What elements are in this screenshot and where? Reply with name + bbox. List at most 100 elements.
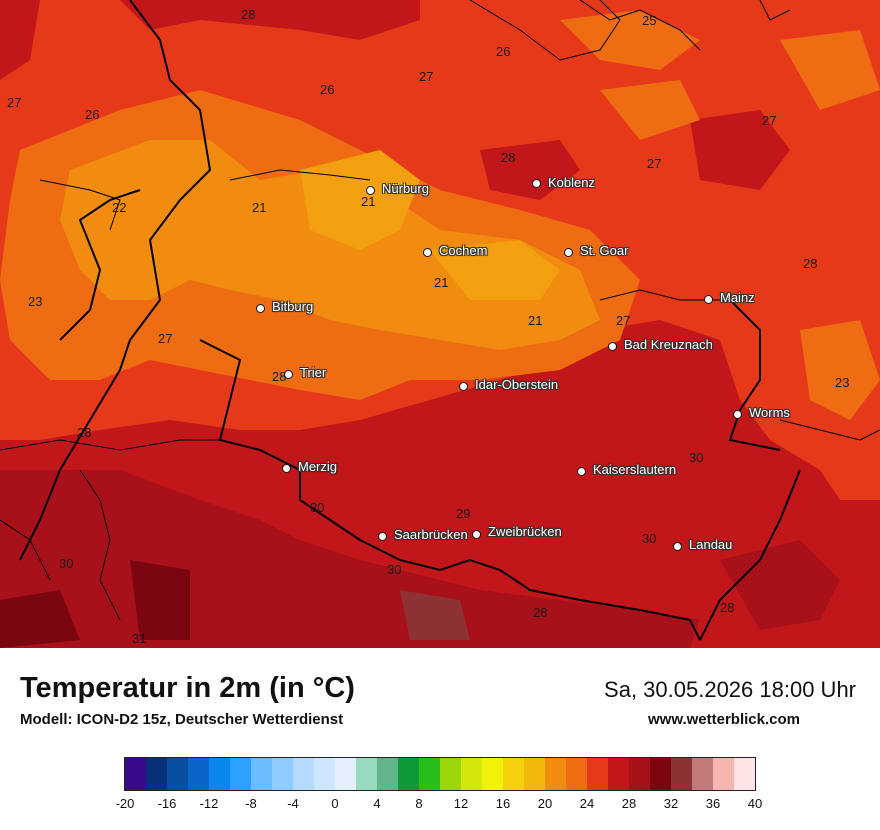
contour-label: 30 (689, 450, 704, 465)
contour-label: 26 (85, 107, 100, 122)
legend-tick-label: 36 (705, 796, 721, 811)
city-label-kaiserslautern: Kaiserslautern (593, 462, 677, 477)
legend-segment (377, 758, 398, 790)
contour-label: 27 (647, 156, 662, 171)
legend-segment (188, 758, 209, 790)
legend-segment (251, 758, 272, 790)
city-marker-merzig (282, 464, 291, 473)
legend-tick-label: 0 (331, 796, 339, 811)
contour-label: 28 (803, 256, 818, 271)
contour-label: 28 (501, 150, 516, 165)
legend-colorbar (124, 757, 756, 791)
legend-segment (524, 758, 545, 790)
legend-segment (461, 758, 482, 790)
valid-time: Sa, 30.05.2026 18:00 Uhr (604, 677, 856, 702)
city-marker-landau (673, 542, 682, 551)
contour-label: 30 (387, 562, 402, 577)
legend-tick-label: -20 (115, 796, 135, 811)
legend-tick-label: 28 (621, 796, 637, 811)
contour-label: 29 (456, 506, 471, 521)
city-marker-idar-oberstein (459, 382, 468, 391)
city-label-trier: Trier (300, 365, 327, 380)
contour-label: 28 (720, 600, 735, 615)
legend-tick-label: -16 (157, 796, 177, 811)
site-link[interactable]: www.wetterblick.com (648, 711, 800, 728)
city-marker-cochem (423, 248, 432, 257)
legend-segment (419, 758, 440, 790)
legend-segment (167, 758, 188, 790)
contour-label: 28 (533, 605, 548, 620)
contour-label: 21 (434, 275, 449, 290)
contour-label: 23 (835, 375, 850, 390)
color-legend (124, 757, 756, 791)
legend-segment (692, 758, 713, 790)
legend-segment (587, 758, 608, 790)
contour-label: 28 (272, 369, 287, 384)
legend-tick-label: 24 (579, 796, 595, 811)
legend-tick-label: 4 (373, 796, 381, 811)
legend-tick-label: 12 (453, 796, 469, 811)
legend-segment (209, 758, 230, 790)
contour-label: 27 (158, 331, 173, 346)
legend-segment (293, 758, 314, 790)
legend-segment (713, 758, 734, 790)
legend-segment (566, 758, 587, 790)
contour-label: 27 (7, 95, 22, 110)
contour-label: 27 (616, 313, 631, 328)
city-label-koblenz: Koblenz (548, 175, 595, 190)
city-label-idar-oberstein: Idar-Oberstein (475, 377, 559, 392)
contour-label: 22 (112, 200, 127, 215)
legend-segment (608, 758, 629, 790)
legend-segment (335, 758, 356, 790)
city-label-mainz: Mainz (720, 290, 755, 305)
city-marker-koblenz (532, 179, 541, 188)
contour-label: 25 (642, 13, 657, 28)
legend-segment (482, 758, 503, 790)
city-label-landau: Landau (689, 537, 733, 552)
contour-label: 31 (132, 631, 147, 646)
legend-segment (398, 758, 419, 790)
city-marker-kaiserslautern (577, 467, 586, 476)
contour-label: 30 (642, 531, 657, 546)
contour-label: 27 (419, 69, 434, 84)
temperature-field (0, 0, 880, 648)
contour-label: 26 (320, 82, 335, 97)
contour-label: 21 (528, 313, 543, 328)
contour-label: 26 (496, 44, 511, 59)
city-label-cochem: Cochem (439, 243, 488, 258)
city-label-bitburg: Bitburg (272, 299, 314, 314)
city-label-bad-kreuznach: Bad Kreuznach (624, 337, 713, 352)
contour-label: 21 (252, 200, 267, 215)
contour-label: 21 (361, 194, 376, 209)
legend-segment (440, 758, 461, 790)
legend-segment (671, 758, 692, 790)
city-label-nuerburg: Nürburg (382, 181, 429, 196)
legend-tick-label: -8 (245, 796, 257, 811)
legend-segment (629, 758, 650, 790)
city-marker-st-goar (564, 248, 573, 257)
legend-tick-label: -4 (287, 796, 299, 811)
legend-tick-label: 16 (495, 796, 511, 811)
contour-label: 28 (77, 425, 92, 440)
city-marker-worms (733, 410, 742, 419)
contour-label: 23 (28, 294, 43, 309)
city-label-zweibruecken: Zweibrücken (488, 524, 562, 539)
contour-label: 27 (762, 113, 777, 128)
contour-label: 28 (241, 7, 256, 22)
legend-segment (314, 758, 335, 790)
legend-segment (503, 758, 524, 790)
city-marker-nuerburg (366, 186, 375, 195)
legend-segment (650, 758, 671, 790)
legend-segment (146, 758, 167, 790)
city-label-saarbruecken: Saarbrücken (394, 527, 468, 542)
legend-segment (734, 758, 755, 790)
legend-segment (272, 758, 293, 790)
legend-tick-label: -12 (199, 796, 219, 811)
city-label-st-goar: St. Goar (580, 243, 629, 258)
temperature-map: 28 25 26 27 27 26 26 27 28 27 22 21 21 2… (0, 0, 880, 648)
model-info: Modell: ICON-D2 15z, Deutscher Wetterdie… (20, 711, 344, 728)
legend-tick-label: 8 (415, 796, 423, 811)
city-label-worms: Worms (749, 405, 790, 420)
legend-segment (125, 758, 146, 790)
city-label-merzig: Merzig (298, 459, 338, 474)
